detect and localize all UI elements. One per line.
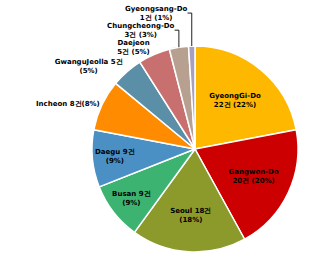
svg-text:Daejeon5건 (5%): Daejeon5건 (5%) — [117, 39, 150, 56]
svg-text:GwanguJeolla 5건(5%): GwanguJeolla 5건(5%) — [55, 58, 123, 75]
svg-text:GyeongGi-Do22건 (22%): GyeongGi-Do22건 (22%) — [209, 92, 261, 109]
svg-text:Busan 9건(9%): Busan 9건(9%) — [112, 190, 151, 207]
svg-text:Gyeongsang-Do1건 (1%): Gyeongsang-Do1건 (1%) — [125, 5, 187, 22]
svg-text:Seoul 18건(18%): Seoul 18건(18%) — [170, 207, 211, 224]
svg-text:Incheon 8건(8%): Incheon 8건(8%) — [36, 100, 100, 108]
svg-text:Daegu 9건(9%): Daegu 9건(9%) — [95, 148, 135, 165]
svg-text:Chungcheong-Do3건 (3%): Chungcheong-Do3건 (3%) — [107, 22, 174, 39]
svg-text:Gangwon-Do20건 (20%): Gangwon-Do20건 (20%) — [228, 168, 278, 185]
